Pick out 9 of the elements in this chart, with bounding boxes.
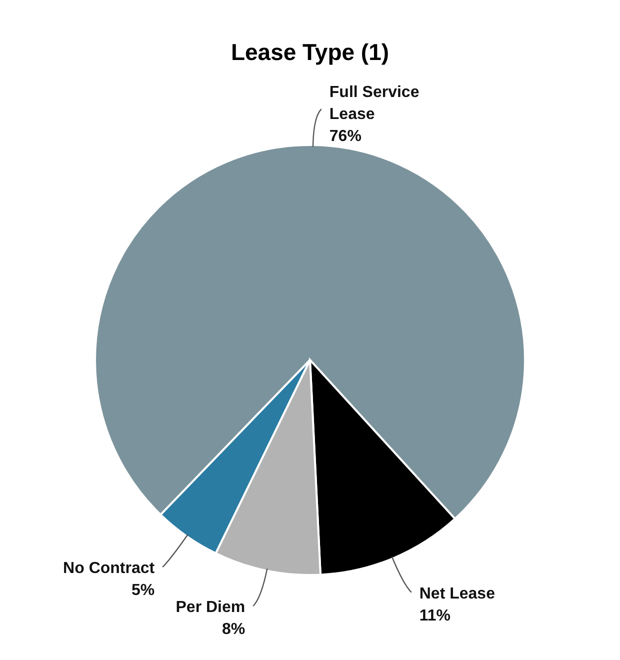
- slice-label: Per Diem: [176, 599, 246, 616]
- data-label: 8%: [222, 621, 246, 638]
- data-label: 11%: [419, 607, 451, 624]
- chart-title: Lease Type (1): [230, 39, 390, 65]
- slice-label: Full Service Lease: [329, 84, 420, 124]
- data-label: 5%: [131, 582, 155, 600]
- slice-label: Net Lease: [419, 585, 496, 602]
- data-label: 76%: [329, 128, 362, 146]
- slice-label: No Contract: [63, 560, 156, 578]
